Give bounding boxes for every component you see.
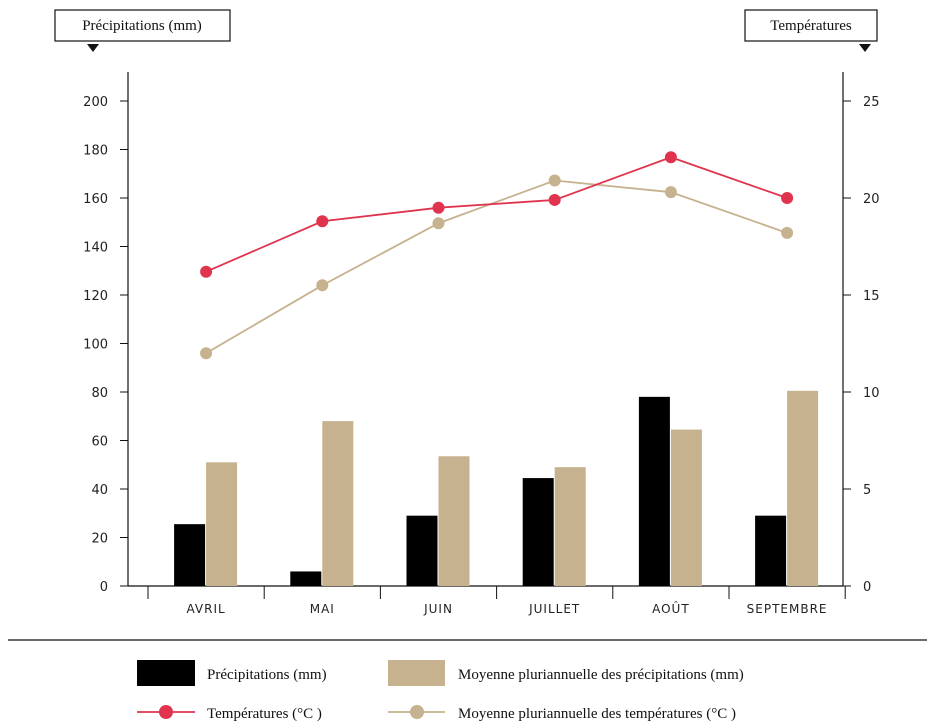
left-tick-label: 40 <box>91 483 108 498</box>
legend-label-temp: Températures (°C ) <box>207 706 322 722</box>
legend-swatch-precip-avg <box>388 660 445 686</box>
bar-precipitation <box>522 478 554 586</box>
bar-precipitation <box>755 515 787 586</box>
left-tick-label: 140 <box>83 241 108 256</box>
left-axis-title-box: Précipitations (mm) <box>54 9 231 52</box>
bar-precipitation-average <box>438 456 470 586</box>
right-tick-label: 0 <box>863 580 871 595</box>
right-tick-label: 5 <box>863 483 871 498</box>
right-axis-title-box: Températures <box>744 9 878 52</box>
right-axis-ticks: 0 5 10 15 20 25 <box>843 95 880 595</box>
bar-precipitation-average <box>670 429 702 586</box>
temperature-average-point <box>781 226 794 239</box>
right-axis-title: Températures <box>770 18 852 34</box>
left-axis-marker-icon <box>87 44 99 52</box>
bar-precipitation <box>290 571 322 586</box>
category-label: MAI <box>310 602 335 616</box>
left-axis-ticks: 0 20 40 60 80 100 120 140 160 180 200 <box>83 95 128 595</box>
temperature-average-point <box>316 279 329 292</box>
temperature-average-point <box>664 186 677 199</box>
category-label: AOÛT <box>652 601 690 616</box>
bar-precipitation-average <box>787 390 819 586</box>
left-tick-label: 160 <box>83 192 108 207</box>
category-labels: AVRIL MAI JUIN JUILLET AOÛT SEPTEMBRE <box>186 601 828 616</box>
temperature-average-point <box>432 217 445 230</box>
left-axis-title: Précipitations (mm) <box>82 18 202 34</box>
right-tick-label: 25 <box>863 95 880 110</box>
left-tick-label: 0 <box>100 580 108 595</box>
bar-precipitation-average <box>206 462 238 586</box>
left-tick-label: 180 <box>83 144 108 159</box>
legend-marker-temp <box>159 705 173 719</box>
left-tick-label: 100 <box>83 338 108 353</box>
legend-swatch-precip <box>137 660 195 686</box>
temperature-point <box>200 265 213 278</box>
category-label: JUIN <box>423 602 453 616</box>
legend-label-precip-avg: Moyenne pluriannuelle des précipitations… <box>458 667 744 683</box>
category-label: SEPTEMBRE <box>747 602 828 616</box>
right-tick-label: 20 <box>863 192 880 207</box>
bars <box>174 390 819 586</box>
bar-precipitation <box>638 396 670 586</box>
temperature-point <box>781 192 794 204</box>
legend: Précipitations (mm) Moyenne pluriannuell… <box>137 660 744 722</box>
bar-precipitation-average <box>322 421 354 586</box>
temperature-point <box>432 201 445 214</box>
temperature-point <box>664 151 677 164</box>
bar-precipitation <box>406 515 438 586</box>
left-tick-label: 120 <box>83 289 108 304</box>
left-tick-label: 200 <box>83 95 108 110</box>
left-tick-label: 80 <box>91 386 108 401</box>
temperature-average-line <box>205 179 788 354</box>
right-tick-label: 15 <box>863 289 880 304</box>
temperature-average-point <box>200 347 213 360</box>
lines <box>200 151 794 360</box>
legend-label-precip: Précipitations (mm) <box>207 667 327 683</box>
right-axis-marker-icon <box>859 44 871 52</box>
temperature-point <box>316 215 329 228</box>
bar-precipitation <box>174 524 206 586</box>
category-separators <box>147 586 846 599</box>
bar-precipitation-average <box>554 467 586 586</box>
temperature-line <box>205 156 788 273</box>
category-label: JUILLET <box>528 602 580 616</box>
category-label: AVRIL <box>186 602 225 616</box>
left-tick-label: 20 <box>91 532 108 547</box>
left-tick-label: 60 <box>91 435 108 450</box>
legend-label-temp-avg: Moyenne pluriannuelle des températures (… <box>458 706 736 722</box>
temperature-average-point <box>548 174 561 187</box>
temperature-point <box>548 193 561 206</box>
legend-marker-temp-avg <box>410 705 424 719</box>
right-tick-label: 10 <box>863 386 880 401</box>
